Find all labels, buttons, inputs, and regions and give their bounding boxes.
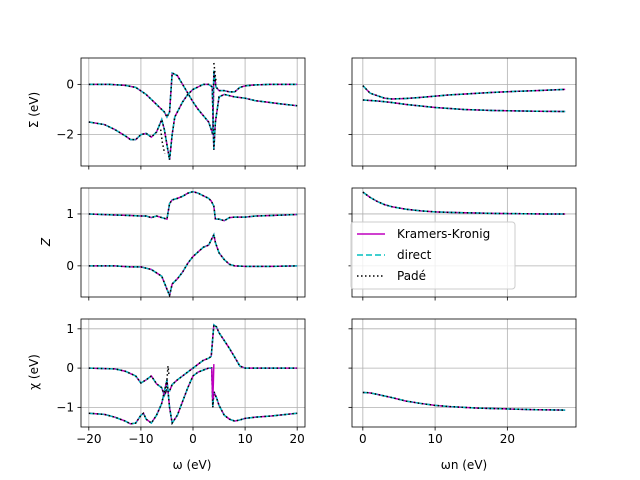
legend-label-direct: direct [397, 248, 432, 262]
series-line-pad--lower [88, 232, 298, 297]
series-line-pad--upper [362, 191, 566, 215]
y-tick-label: −2 [56, 128, 74, 142]
x-tick-label: 0 [189, 432, 197, 446]
series-line-pad--lower [362, 99, 566, 113]
ylabel-chi: χ (eV) [27, 354, 41, 390]
x-tick-label: 20 [500, 432, 515, 446]
x-tick-label: 10 [427, 432, 442, 446]
ylabel-sigma: Σ (eV) [27, 92, 41, 128]
xlabel-right: ωn (eV) [441, 458, 487, 472]
panel-sigma-imag [348, 57, 577, 170]
y-tick-label: 0 [66, 77, 74, 91]
y-tick-label: 1 [66, 322, 74, 336]
series-line-direct-upper [362, 191, 566, 215]
series-line-pad--lower [88, 83, 298, 160]
y-tick-label: −1 [56, 400, 74, 414]
legend-frame [350, 221, 516, 290]
y-tick-label: 0 [66, 361, 74, 375]
series-group [362, 85, 566, 113]
xlabel-left: ω (eV) [173, 458, 212, 472]
axes-frame [351, 57, 577, 167]
series-line-direct-lower [88, 367, 298, 426]
legend-label-kramers-kronig: Kramers-Kronig [397, 227, 490, 241]
x-tick-label: 20 [290, 432, 305, 446]
series-spike-pade [213, 62, 218, 84]
series-line-pad--upper [362, 85, 566, 100]
y-tick-label: 1 [66, 207, 74, 221]
series-line-pad--upper [362, 391, 566, 411]
panel-sigma-real: 0 −2 [56, 57, 306, 170]
series-group [362, 191, 566, 215]
series-group [88, 190, 298, 297]
ylabel-z: Z [39, 237, 53, 247]
series-line-direct-upper [88, 190, 298, 222]
series-spike-kk [211, 364, 215, 400]
series-line-direct-lower [362, 99, 566, 113]
series-group [362, 391, 566, 411]
legend: Kramers-Kronig direct Padé [350, 221, 516, 290]
series-line-pad--upper [88, 70, 298, 135]
x-tick-label: 0 [359, 432, 367, 446]
x-tick-label: 10 [237, 432, 252, 446]
series-group [88, 323, 298, 426]
series-line-pad--upper [88, 323, 298, 398]
legend-label-pade: Padé [397, 269, 426, 283]
x-tick-label: −10 [128, 432, 153, 446]
x-tick-label: −20 [76, 432, 101, 446]
series-line-pad--upper [88, 190, 298, 222]
series-spike-pade [159, 129, 166, 154]
series-group [88, 62, 298, 160]
panel-chi-imag: 0 10 20 [348, 318, 577, 446]
y-tick-label: 0 [66, 259, 74, 273]
panel-z-real: 10 [66, 187, 306, 301]
axes-frame [351, 318, 577, 428]
